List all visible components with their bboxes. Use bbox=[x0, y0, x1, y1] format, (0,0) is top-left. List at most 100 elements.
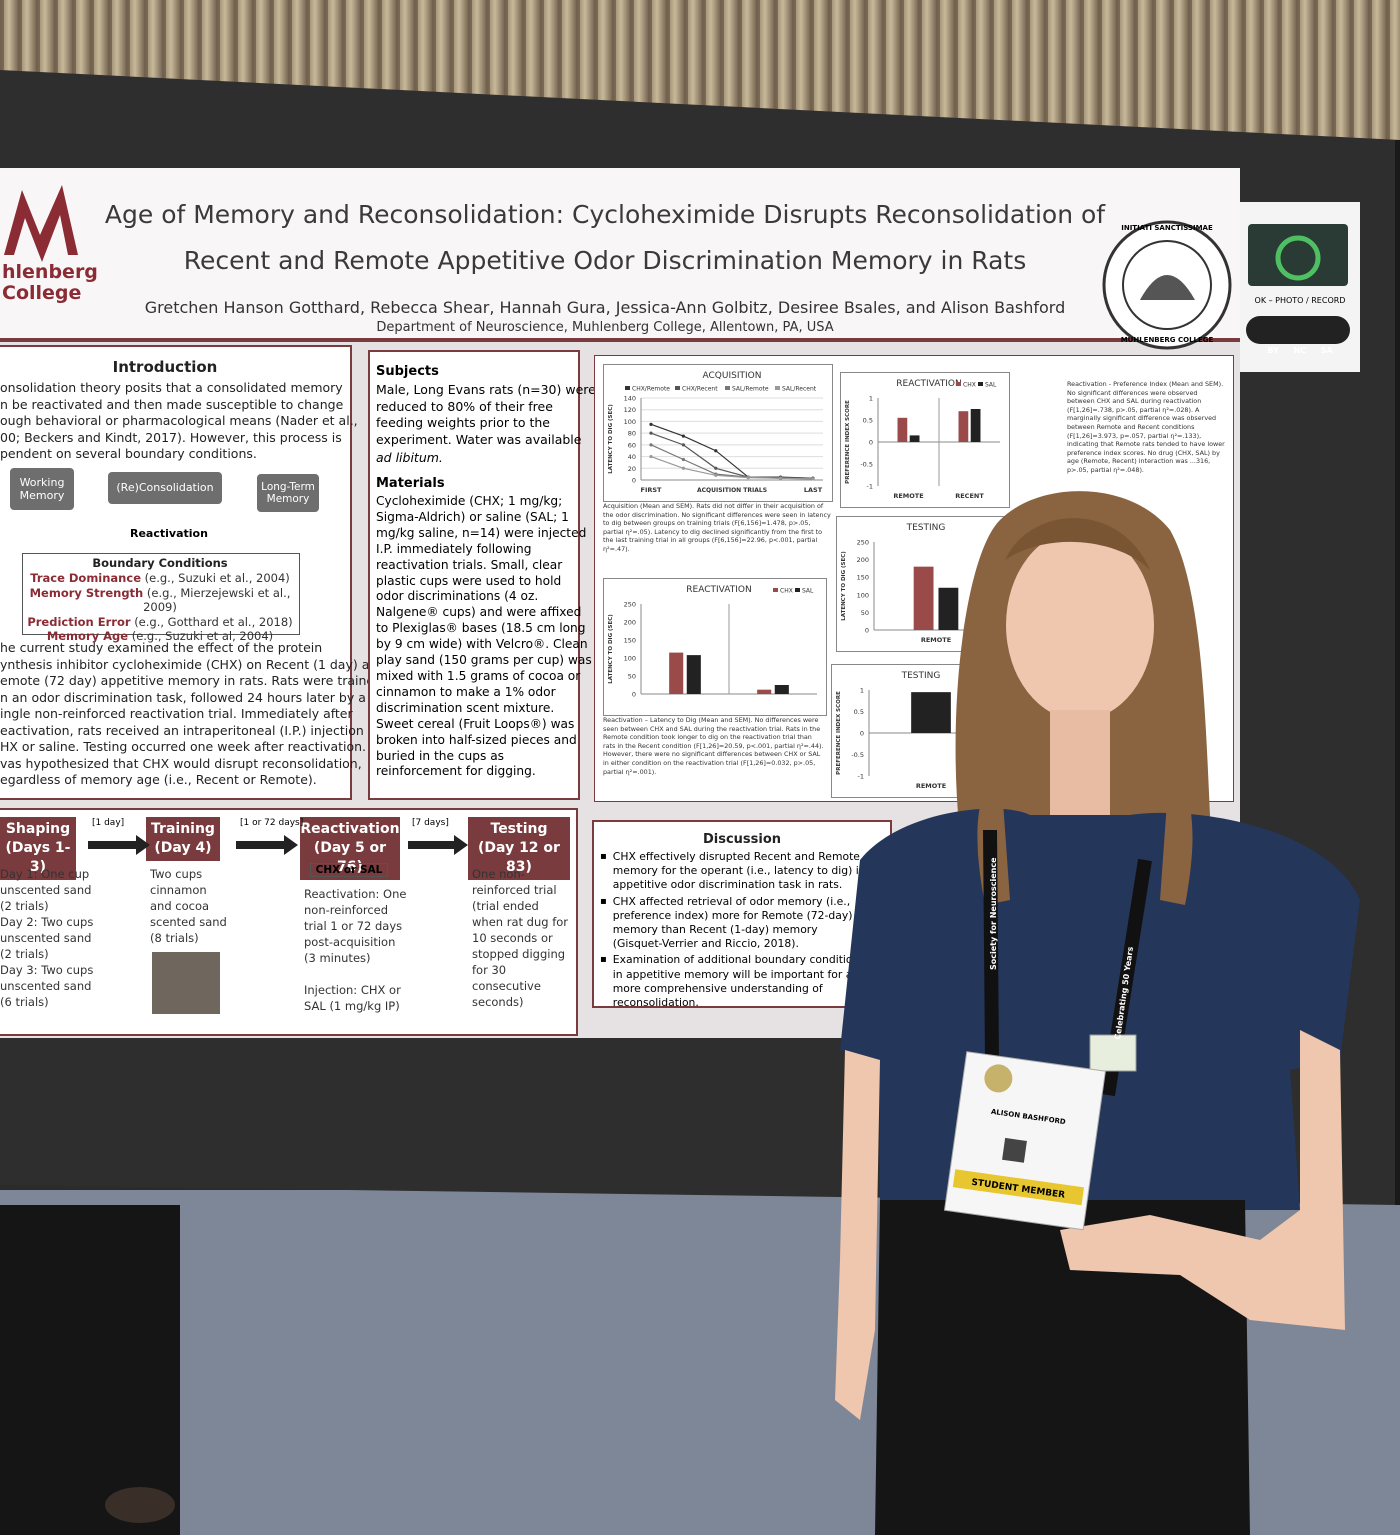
legend-swatch bbox=[675, 386, 680, 390]
bullet-dot: ▪ bbox=[600, 954, 607, 966]
title: Age of Memory and Reconsolidation: Cyclo… bbox=[100, 192, 1110, 284]
chart: TESTING PREFERENCE INDEX SCORE -1 -0.5 0 0.5 1… bbox=[836, 671, 993, 790]
legend-label: SAL/Recent bbox=[782, 386, 817, 393]
x-axis-label: ACQUISITION TRIALS bbox=[697, 487, 767, 494]
y-tick-label: 0 bbox=[860, 730, 864, 738]
y-tick-label: 50 bbox=[861, 609, 869, 617]
top bbox=[840, 808, 1360, 1210]
camera-icon bbox=[1248, 224, 1348, 286]
boundary-item: Memory Strength (e.g., Mierzejewski et a… bbox=[22, 586, 298, 615]
point bbox=[649, 431, 653, 435]
lanyard-text: Society for Neuroscience bbox=[989, 857, 998, 970]
point bbox=[714, 473, 718, 477]
section-heading: Discussion bbox=[702, 832, 782, 847]
bar bbox=[911, 692, 951, 733]
bullet-list: ▪ CHX effectively disrupted Recent and Re… bbox=[600, 850, 868, 1012]
y-tick-label: 0 bbox=[869, 439, 873, 447]
interval-label: [1 or 72 days] bbox=[240, 818, 304, 828]
bar bbox=[913, 566, 934, 630]
point bbox=[811, 477, 815, 481]
left-arm bbox=[835, 1050, 880, 1420]
badge-ribbon bbox=[952, 1169, 1085, 1206]
legend-label: SAL/Remote bbox=[732, 386, 769, 393]
x-tick-label: REMOTE bbox=[916, 782, 946, 790]
legend-swatch bbox=[773, 588, 778, 592]
hair-ends bbox=[977, 760, 1193, 905]
step-days: (Day 12 or 83) bbox=[478, 840, 560, 875]
paragraph: Male, Long Evans rats (n=30) were reduce… bbox=[376, 382, 596, 447]
chart-caption: Reactivation - Preference Index (Mean an… bbox=[1067, 380, 1225, 474]
boundary-ref: (e.g., Mierzejewski et al., 2009) bbox=[143, 585, 291, 615]
step-days: (Days 1-3) bbox=[5, 840, 71, 875]
camera-lens bbox=[1275, 235, 1321, 281]
chart-title: TESTING bbox=[901, 671, 941, 681]
rat-photo bbox=[152, 952, 220, 1014]
department: Department of Neuroscience, Muhlenberg C… bbox=[376, 320, 834, 335]
title-line: Age of Memory and Reconsolidation: Cyclo… bbox=[104, 200, 1106, 229]
bar bbox=[686, 655, 701, 694]
y-tick-label: 20 bbox=[628, 465, 636, 473]
badge-logo bbox=[984, 1064, 1013, 1093]
y-tick-label: 1 bbox=[869, 395, 873, 403]
qr-code bbox=[1002, 1137, 1027, 1163]
y-axis-label: PREFERENCE INDEX SCORE bbox=[845, 400, 851, 484]
arrow bbox=[88, 835, 150, 855]
bullet-dot: ▪ bbox=[600, 895, 607, 907]
y-tick-label: 200 bbox=[857, 556, 869, 564]
chart-title: REACTIVATION bbox=[896, 379, 961, 389]
bar bbox=[757, 689, 772, 694]
drug-tag: CHX or SAL bbox=[310, 863, 388, 877]
y-tick-label: -1 bbox=[867, 483, 873, 491]
section-heading: Subjects bbox=[376, 364, 439, 379]
bar bbox=[938, 587, 959, 630]
y-tick-label: 1 bbox=[860, 687, 864, 695]
timeline-step: Shaping (Days 1-3) bbox=[0, 817, 76, 880]
lanyard bbox=[983, 829, 999, 1061]
seal-emblem bbox=[1140, 275, 1195, 300]
y-tick-label: 0.5 bbox=[854, 708, 864, 716]
diagram-node: Long-Term Memory bbox=[257, 474, 319, 512]
chart-caption: Acquisition (Mean and SEM). Rats did not… bbox=[603, 502, 831, 553]
boundary-term: Memory Strength bbox=[29, 585, 144, 600]
bar bbox=[970, 409, 981, 442]
step-label: Reactivation bbox=[300, 821, 400, 837]
chart-caption: Reactivation – Latency to Dig (Mean and … bbox=[603, 716, 824, 776]
legend-swatch bbox=[775, 386, 780, 390]
legend-swatch bbox=[956, 382, 961, 386]
y-axis-label: LATENCY TO DIG (SEC) bbox=[608, 404, 614, 474]
chart-frame bbox=[603, 578, 827, 716]
paragraph: he current study examined the effect of … bbox=[0, 640, 385, 787]
point bbox=[649, 443, 653, 447]
diagram-label: Reactivation bbox=[130, 527, 208, 540]
interval-label: [7 days] bbox=[412, 818, 449, 828]
point bbox=[746, 476, 750, 480]
intro-box bbox=[0, 345, 352, 800]
timeline-step: Testing (Day 12 or 83) bbox=[468, 817, 570, 880]
legend-swatch bbox=[795, 588, 800, 592]
interval-label: [1 day] bbox=[92, 818, 125, 828]
chart-frame bbox=[840, 372, 1010, 508]
seal-inner bbox=[1122, 240, 1212, 330]
cc-badge bbox=[1246, 316, 1350, 344]
license: BY bbox=[1267, 346, 1279, 355]
boundary-term: Prediction Error bbox=[27, 614, 131, 629]
bullet-text: Examination of additional boundary condi… bbox=[612, 953, 866, 1010]
bar bbox=[897, 417, 908, 442]
section-heading: Materials bbox=[376, 476, 445, 491]
boundary-item: Memory Age (e.g., Suzuki et al, 2004) bbox=[22, 629, 298, 644]
y-tick-label: 250 bbox=[857, 539, 869, 547]
seal-text: INITIATI SANCTISSIMAE bbox=[1121, 224, 1213, 232]
bystander-shoe bbox=[105, 1487, 175, 1523]
chart: TESTING LATENCY TO DIG (SEC) 0 50 100 150 200 2… bbox=[841, 523, 998, 644]
step-desc: Reactivation: One non-reinforced trial 1… bbox=[304, 887, 407, 1013]
chart-title: TESTING bbox=[906, 523, 946, 533]
y-axis-label: LATENCY TO DIG (SEC) bbox=[841, 551, 847, 621]
bullet: ▪ CHX effectively disrupted Recent and Re… bbox=[600, 850, 868, 893]
boundary-ref: (e.g., Suzuki et al, 2004) bbox=[131, 629, 274, 643]
right-arm bbox=[1060, 1030, 1345, 1330]
y-axis-label: PREFERENCE INDEX SCORE bbox=[836, 691, 842, 775]
series-line bbox=[650, 456, 814, 480]
point bbox=[649, 454, 653, 459]
